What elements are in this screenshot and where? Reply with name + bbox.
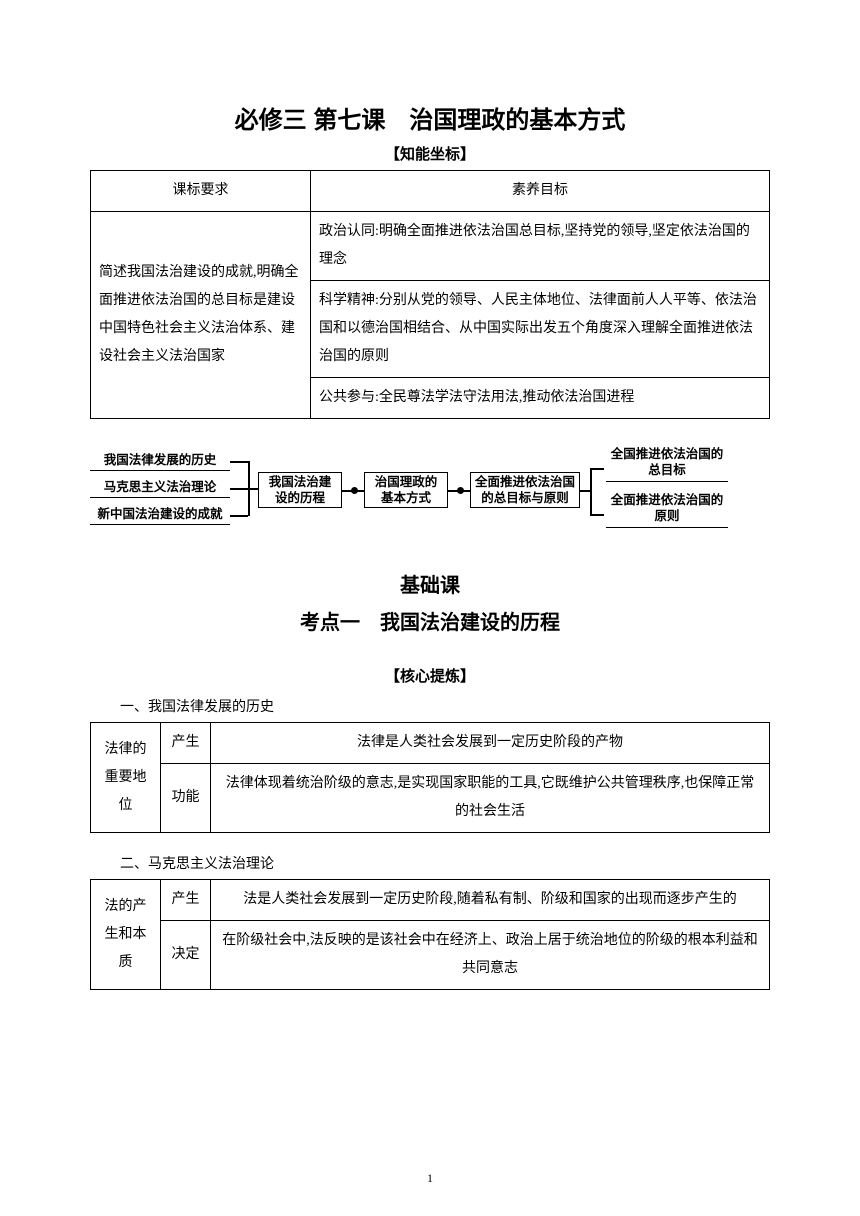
table-cell: 政治认同:明确全面推进依法治国总目标,坚持党的领导,坚定依法治国的理念	[311, 212, 770, 281]
diagram-label: 马克思主义法治理论	[90, 479, 230, 498]
table-cell: 产生	[161, 880, 211, 921]
table-cell: 决定	[161, 921, 211, 990]
table-cell: 法律是人类社会发展到一定历史阶段的产物	[211, 723, 770, 764]
diagram-label: 全面推进依法治国的原则	[606, 492, 728, 528]
concept-diagram: 我国法律发展的历史 马克思主义法治理论 新中国法治建设的成就 我国法治建设的历程…	[90, 444, 770, 554]
table-cell: 法是人类社会发展到一定历史阶段,随着私有制、阶级和国家的出现而逐步产生的	[211, 880, 770, 921]
table-cell: 法律体现着统治阶级的意志,是实现国家职能的工具,它既维护公共管理秩序,也保障正常…	[211, 764, 770, 833]
diagram-box: 全面推进依法治国的总目标与原则	[470, 472, 580, 508]
bracket-heading-2: 【核心提炼】	[90, 665, 770, 686]
table-row: 课标要求 素养目标	[91, 171, 770, 212]
diagram-label: 全国推进依法治国的总目标	[606, 446, 728, 482]
table-cell: 公共参与:全民尊法学法守法用法,推动依法治国进程	[311, 378, 770, 419]
table-1: 课标要求 素养目标 简述我国法治建设的成就,明确全面推进依法治国的总目标是建设中…	[90, 170, 770, 419]
table-2: 法律的重要地位 产生 法律是人类社会发展到一定历史阶段的产物 功能 法律体现着统…	[90, 722, 770, 833]
diagram-box: 我国法治建设的历程	[258, 472, 342, 508]
paragraph-heading: 二、马克思主义法治理论	[120, 853, 770, 873]
table-cell: 素养目标	[311, 171, 770, 212]
bracket-heading-1: 【知能坐标】	[90, 143, 770, 164]
table-row: 功能 法律体现着统治阶级的意志,是实现国家职能的工具,它既维护公共管理秩序,也保…	[91, 764, 770, 833]
kaodian-heading: 考点一 我国法治建设的历程	[90, 606, 770, 635]
table-cell: 功能	[161, 764, 211, 833]
diagram-box: 治国理政的基本方式	[364, 472, 448, 508]
table-cell: 科学精神:分别从党的领导、人民主体地位、法律面前人人平等、依法治国和以德治国相结…	[311, 281, 770, 378]
table-row: 法律的重要地位 产生 法律是人类社会发展到一定历史阶段的产物	[91, 723, 770, 764]
section-heading: 基础课	[90, 569, 770, 598]
table-row: 决定 在阶级社会中,法反映的是该社会中在经济上、政治上居于统治地位的阶级的根本利…	[91, 921, 770, 990]
diagram-label: 我国法律发展的历史	[90, 452, 230, 471]
page-number: 1	[0, 1171, 860, 1186]
table-cell: 法律的重要地位	[91, 723, 161, 833]
table-cell: 法的产生和本质	[91, 880, 161, 990]
diagram-label: 新中国法治建设的成就	[90, 506, 230, 525]
table-cell: 产生	[161, 723, 211, 764]
table-cell: 在阶级社会中,法反映的是该社会中在经济上、政治上居于统治地位的阶级的根本利益和共…	[211, 921, 770, 990]
paragraph-heading: 一、我国法律发展的历史	[120, 696, 770, 716]
table-row: 简述我国法治建设的成就,明确全面推进依法治国的总目标是建设中国特色社会主义法治体…	[91, 212, 770, 281]
table-3: 法的产生和本质 产生 法是人类社会发展到一定历史阶段,随着私有制、阶级和国家的出…	[90, 879, 770, 990]
table-cell: 简述我国法治建设的成就,明确全面推进依法治国的总目标是建设中国特色社会主义法治体…	[91, 212, 311, 419]
table-cell: 课标要求	[91, 171, 311, 212]
main-title: 必修三 第七课 治国理政的基本方式	[90, 100, 770, 135]
table-row: 法的产生和本质 产生 法是人类社会发展到一定历史阶段,随着私有制、阶级和国家的出…	[91, 880, 770, 921]
